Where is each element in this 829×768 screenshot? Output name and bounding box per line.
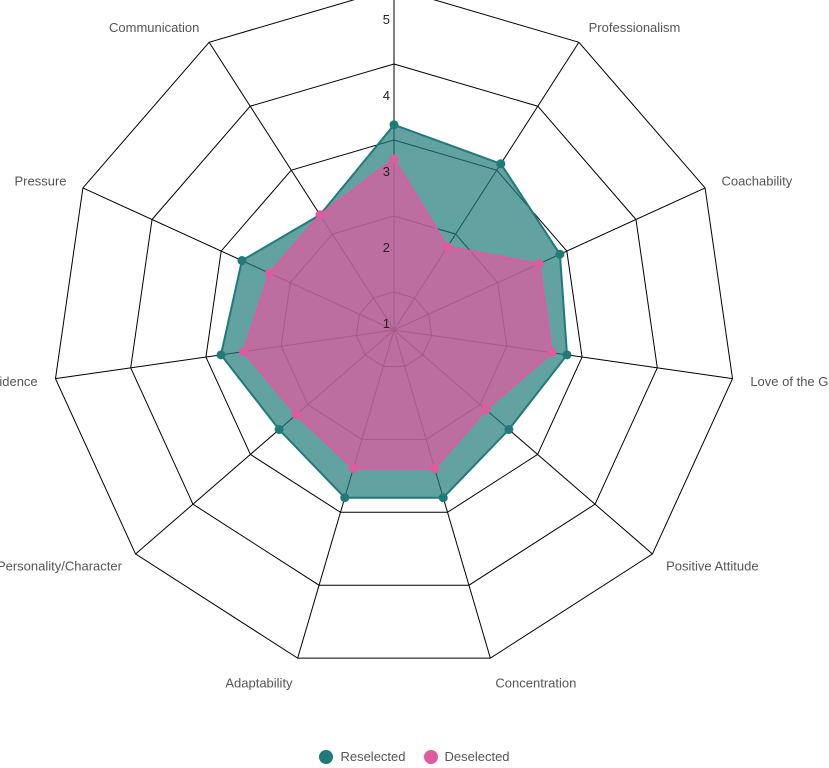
axis-label-11: Communication [109,20,199,35]
data-point-reselected-10[interactable] [237,256,247,266]
tick-label-5: 5 [383,12,390,27]
data-point-reselected-9[interactable] [216,350,226,360]
tick-label-3: 3 [383,164,390,179]
series-area-deselected [242,158,553,470]
axis-label-9: Confidence [0,374,38,389]
axis-label-5: Positive Attitude [666,559,759,574]
data-point-deselected-11[interactable] [315,210,325,220]
data-point-reselected-4[interactable] [562,350,572,360]
data-point-deselected-5[interactable] [481,405,491,415]
axis-labels: CompetitiveProfessionalismCoachabilityLo… [0,20,829,690]
legend-swatch-reselected [319,749,334,764]
grid-ring-3 [205,139,583,513]
tick-label-4: 4 [383,88,390,103]
data-point-reselected-7[interactable] [340,493,350,503]
data-point-deselected-8[interactable] [291,410,301,420]
axis-label-7: Adaptability [225,675,293,690]
data-point-reselected-1[interactable] [389,120,399,130]
data-point-deselected-10[interactable] [265,268,275,278]
data-point-reselected-8[interactable] [274,425,284,435]
data-point-deselected-3[interactable] [534,259,544,269]
tick-label-2: 2 [383,240,390,255]
radial-tick-labels: 1 2 3 4 5 [383,12,390,331]
legend-item-deselected[interactable]: Deselected [423,749,510,764]
legend-item-reselected[interactable]: Reselected [319,749,406,764]
axis-label-8: Personality/Character [0,559,123,574]
data-point-deselected-6[interactable] [430,464,440,474]
data-point-deselected-1[interactable] [389,154,399,164]
data-point-reselected-3[interactable] [555,249,565,259]
grid-ring-4 [130,63,658,586]
radar-series [216,120,572,503]
data-point-deselected-4[interactable] [547,348,557,358]
data-point-deselected-2[interactable] [442,242,452,252]
data-point-deselected-9[interactable] [239,347,249,357]
axis-label-4: Love of the Game [750,374,829,389]
axis-label-10: Pressure [15,173,67,188]
axis-label-2: Professionalism [589,20,681,35]
axis-label-3: Coachability [721,173,792,188]
legend-swatch-deselected [423,749,438,764]
tick-label-1: 1 [383,316,390,331]
data-point-deselected-7[interactable] [348,464,358,474]
data-point-reselected-2[interactable] [496,159,506,169]
legend: Reselected Deselected [0,749,829,764]
legend-label-reselected: Reselected [340,749,406,764]
data-point-reselected-6[interactable] [438,493,448,503]
axis-label-6: Concentration [495,675,576,690]
grid-ring-5 [54,0,734,659]
data-point-reselected-5[interactable] [504,425,514,435]
legend-label-deselected: Deselected [444,749,510,764]
